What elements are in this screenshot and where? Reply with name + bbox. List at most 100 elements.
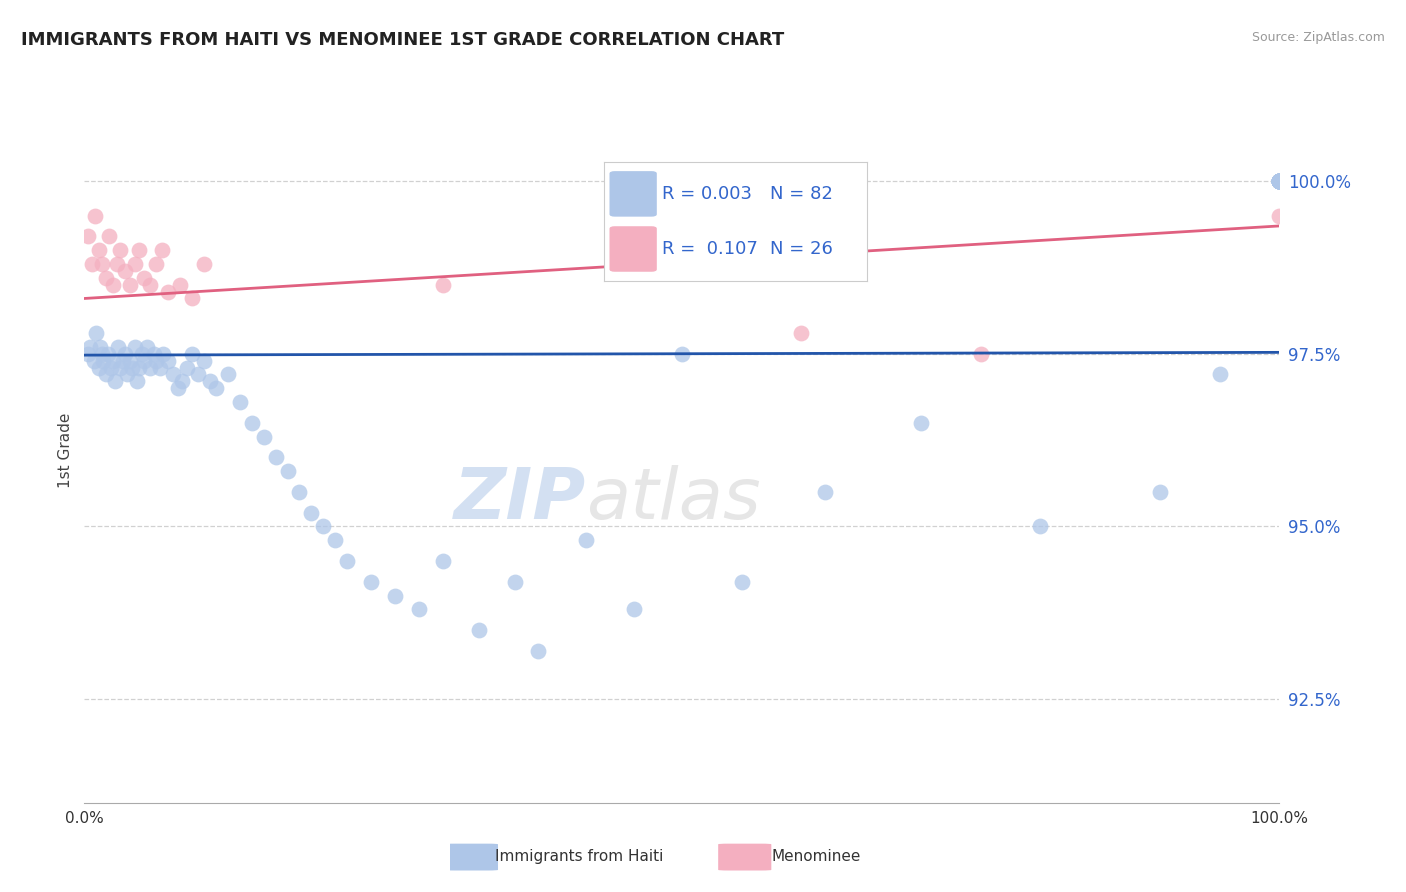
Point xyxy=(84,209,107,223)
Point xyxy=(790,326,813,340)
Point xyxy=(131,347,153,361)
Point xyxy=(128,243,150,257)
Point xyxy=(152,347,174,361)
Point xyxy=(172,375,194,389)
Point xyxy=(91,347,114,361)
Point xyxy=(253,430,276,444)
Point xyxy=(229,395,252,409)
Point xyxy=(114,264,136,278)
Point xyxy=(117,368,139,382)
Point xyxy=(217,368,239,382)
Point xyxy=(360,574,382,589)
Point xyxy=(118,277,141,292)
Text: Immigrants from Haiti: Immigrants from Haiti xyxy=(495,849,664,864)
Point xyxy=(125,375,148,389)
Point xyxy=(198,375,221,389)
Point xyxy=(162,368,184,382)
Point xyxy=(1268,174,1291,188)
Text: atlas: atlas xyxy=(586,466,761,534)
Point xyxy=(98,229,121,244)
Point xyxy=(1268,209,1291,223)
Point xyxy=(89,340,111,354)
Text: N = 82: N = 82 xyxy=(770,185,832,202)
Y-axis label: 1st Grade: 1st Grade xyxy=(58,413,73,488)
Point xyxy=(142,347,165,361)
Point xyxy=(1268,174,1291,188)
Point xyxy=(169,277,191,292)
Point xyxy=(432,554,454,568)
Point xyxy=(187,368,209,382)
Point xyxy=(181,347,204,361)
Point xyxy=(1268,174,1291,188)
Point xyxy=(87,360,110,375)
Point xyxy=(124,257,146,271)
Point xyxy=(301,506,323,520)
Point xyxy=(157,285,180,299)
Point xyxy=(503,574,526,589)
Point xyxy=(124,340,146,354)
Point xyxy=(145,353,167,368)
Point xyxy=(94,270,117,285)
Text: R = 0.003: R = 0.003 xyxy=(662,185,752,202)
Point xyxy=(110,360,132,375)
Point xyxy=(671,347,693,361)
Point xyxy=(100,360,122,375)
Text: N = 26: N = 26 xyxy=(770,240,832,258)
Point xyxy=(139,277,162,292)
Point xyxy=(277,464,299,478)
Point xyxy=(86,326,108,340)
Point xyxy=(145,257,167,271)
Point xyxy=(1209,368,1232,382)
Point xyxy=(181,292,204,306)
Point xyxy=(1268,174,1291,188)
Point xyxy=(114,347,136,361)
Text: Menominee: Menominee xyxy=(772,849,860,864)
Point xyxy=(970,347,993,361)
Point xyxy=(193,353,215,368)
Point xyxy=(1268,174,1291,188)
Point xyxy=(527,644,550,658)
Point xyxy=(110,243,132,257)
Point xyxy=(1268,174,1291,188)
Point xyxy=(87,243,110,257)
Point xyxy=(150,243,173,257)
Point xyxy=(1268,174,1291,188)
Point xyxy=(1149,484,1171,499)
Point xyxy=(128,360,150,375)
Point xyxy=(240,416,263,430)
Point xyxy=(132,270,156,285)
Point xyxy=(432,277,454,292)
Point xyxy=(104,375,127,389)
Point xyxy=(325,533,347,548)
Point xyxy=(312,519,335,533)
Point xyxy=(101,277,124,292)
FancyBboxPatch shape xyxy=(444,844,498,871)
Text: ZIP: ZIP xyxy=(454,466,586,534)
FancyBboxPatch shape xyxy=(609,171,657,217)
Point xyxy=(157,353,180,368)
Point xyxy=(1268,174,1291,188)
Point xyxy=(1268,174,1291,188)
Point xyxy=(97,347,120,361)
Point xyxy=(1268,174,1291,188)
Point xyxy=(121,360,143,375)
Point xyxy=(731,574,754,589)
Point xyxy=(384,589,406,603)
Text: R =  0.107: R = 0.107 xyxy=(662,240,758,258)
Point xyxy=(105,257,128,271)
Point xyxy=(79,340,101,354)
Point xyxy=(1268,174,1291,188)
Point xyxy=(1268,174,1291,188)
Point xyxy=(132,353,156,368)
Point xyxy=(468,623,491,637)
Point xyxy=(118,353,141,368)
Point xyxy=(91,257,114,271)
Point xyxy=(910,416,932,430)
Point xyxy=(814,484,837,499)
Point xyxy=(77,229,100,244)
Point xyxy=(336,554,359,568)
Point xyxy=(111,353,134,368)
Point xyxy=(83,353,105,368)
Point xyxy=(176,360,198,375)
Point xyxy=(77,347,100,361)
